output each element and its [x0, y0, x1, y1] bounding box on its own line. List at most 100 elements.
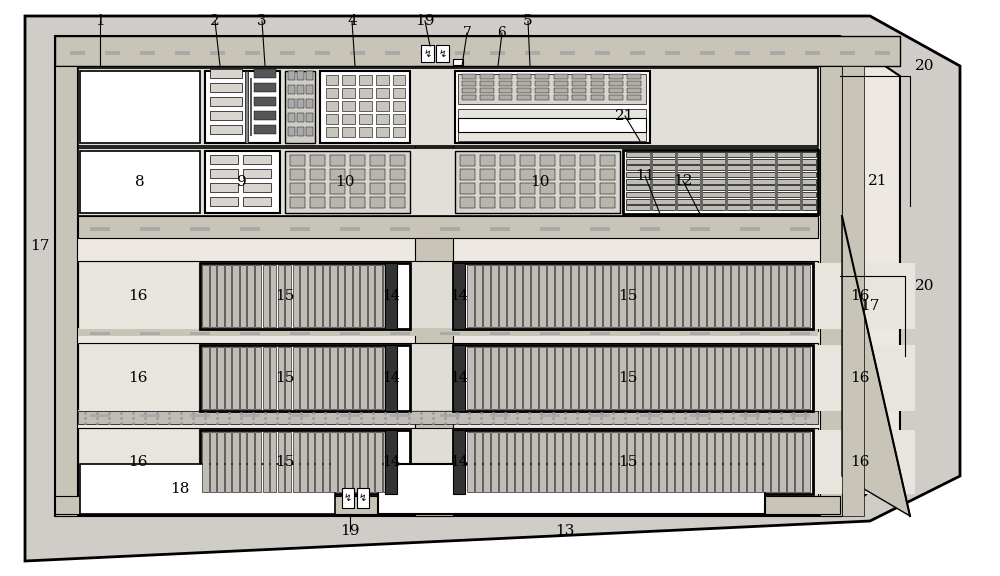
Bar — [345, 432, 352, 492]
Bar — [278, 347, 284, 409]
Bar — [290, 169, 305, 180]
Bar — [357, 488, 369, 508]
Bar — [603, 265, 610, 327]
Bar — [455, 71, 650, 143]
Bar — [254, 83, 276, 92]
Bar — [707, 265, 714, 327]
Bar — [523, 432, 530, 492]
Bar — [288, 127, 295, 136]
Bar — [190, 332, 210, 335]
Bar — [603, 432, 610, 492]
Bar — [667, 432, 674, 492]
Bar — [383, 265, 389, 327]
Bar — [500, 169, 515, 180]
Bar — [243, 169, 271, 178]
Bar — [308, 265, 314, 327]
Bar — [691, 265, 698, 327]
Text: 20: 20 — [915, 279, 935, 293]
Bar — [790, 414, 810, 417]
Bar — [640, 227, 660, 231]
Bar — [540, 183, 555, 194]
Bar — [640, 332, 660, 335]
Bar — [572, 95, 586, 100]
Bar — [531, 432, 538, 492]
Bar — [78, 428, 818, 496]
Text: 14: 14 — [382, 455, 400, 469]
Bar — [440, 227, 460, 231]
Bar — [507, 432, 514, 492]
Text: 17: 17 — [30, 239, 50, 253]
Bar — [370, 197, 385, 207]
Text: 9: 9 — [237, 175, 247, 189]
Bar — [790, 332, 810, 335]
Bar — [210, 97, 242, 106]
Bar — [803, 265, 810, 327]
Bar — [755, 265, 762, 327]
Bar — [217, 347, 224, 409]
Bar — [458, 118, 646, 132]
Bar — [739, 432, 746, 492]
Bar — [755, 432, 762, 492]
Bar — [842, 66, 864, 516]
Bar — [453, 59, 463, 65]
Bar — [490, 51, 505, 55]
Bar — [683, 432, 690, 492]
Bar — [453, 345, 813, 411]
Bar — [547, 432, 554, 492]
Bar — [330, 169, 345, 180]
Bar — [690, 227, 710, 231]
Text: 19: 19 — [340, 524, 360, 538]
Bar — [263, 265, 269, 327]
Bar — [611, 347, 618, 409]
Bar — [525, 51, 540, 55]
Bar — [539, 432, 546, 492]
Bar — [458, 74, 646, 104]
Bar — [805, 51, 820, 55]
Bar — [436, 45, 449, 62]
Bar — [359, 101, 372, 111]
Bar — [795, 432, 802, 492]
Bar — [370, 169, 385, 180]
Bar — [587, 347, 594, 409]
Bar — [140, 51, 155, 55]
Bar — [675, 153, 678, 211]
Bar — [210, 265, 216, 327]
Bar — [255, 347, 261, 409]
Bar — [338, 265, 344, 327]
Bar — [285, 347, 291, 409]
Bar — [55, 496, 840, 514]
Bar — [297, 99, 304, 108]
Bar — [78, 148, 818, 216]
Bar — [580, 183, 595, 194]
Bar — [803, 347, 810, 409]
Bar — [263, 347, 269, 409]
Bar — [699, 347, 706, 409]
Bar — [875, 51, 890, 55]
Bar — [390, 414, 410, 417]
Bar — [627, 347, 634, 409]
Bar — [595, 265, 602, 327]
Bar — [595, 432, 602, 492]
Bar — [675, 347, 682, 409]
Bar — [393, 88, 405, 98]
Bar — [787, 432, 794, 492]
Bar — [490, 332, 510, 335]
Bar — [460, 155, 475, 166]
Bar — [323, 265, 329, 327]
Text: ↯: ↯ — [359, 493, 367, 503]
Bar — [210, 347, 216, 409]
Bar — [80, 71, 200, 143]
Bar — [699, 265, 706, 327]
Bar — [787, 265, 794, 327]
Bar — [735, 51, 750, 55]
Text: 14: 14 — [382, 371, 400, 385]
Bar — [667, 347, 674, 409]
Bar — [383, 347, 389, 409]
Bar — [675, 265, 682, 327]
Bar — [370, 155, 385, 166]
Bar — [462, 74, 476, 79]
Bar — [707, 432, 714, 492]
Bar — [368, 265, 374, 327]
Bar — [560, 183, 575, 194]
Bar — [360, 347, 367, 409]
